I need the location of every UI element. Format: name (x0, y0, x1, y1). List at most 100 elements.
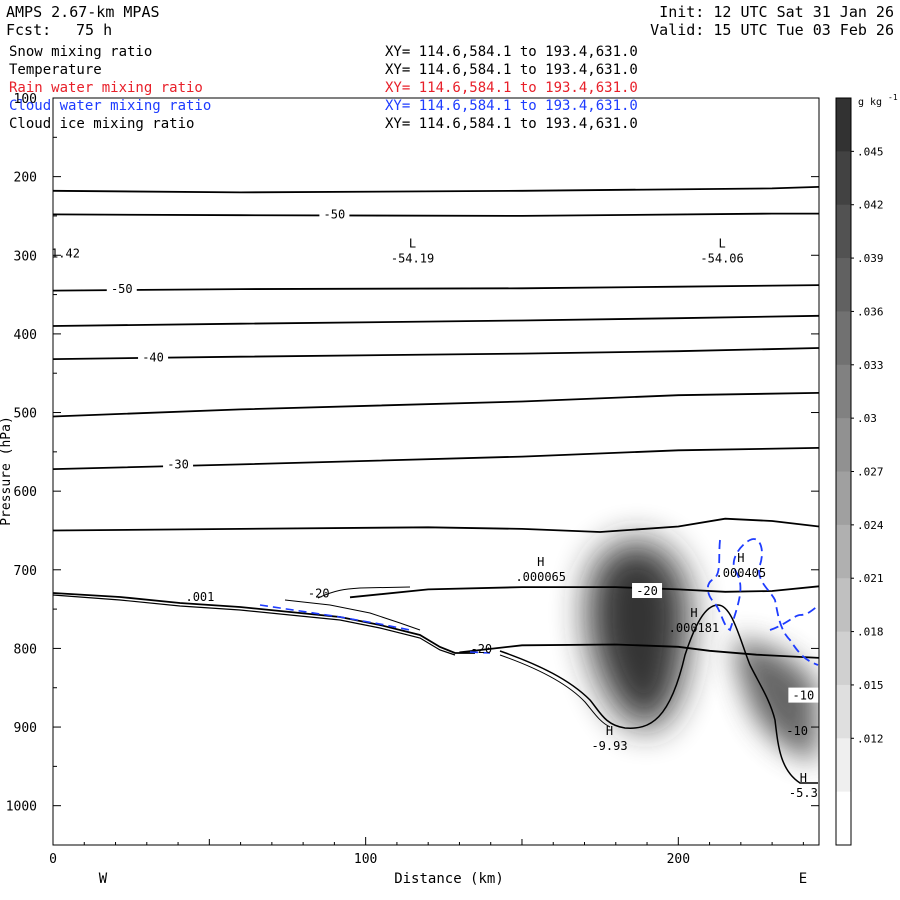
colorbar-tick-label-10: .015 (857, 679, 884, 692)
contour-label-bg (632, 583, 663, 599)
contour-label-2: -50 (111, 282, 133, 296)
extremum-type-3: H (737, 551, 744, 565)
inline-label-3: .001 (185, 590, 214, 604)
colorbar-tick-label-5: .03 (857, 412, 877, 425)
colorbar-tick-label-3: .036 (857, 305, 884, 318)
forecast-hours: 75 h (76, 21, 113, 39)
y-axis-label: Pressure (hPa) (0, 416, 14, 526)
x-axis-label: Distance (km) (394, 871, 504, 887)
x-axis: 0 100 200 (49, 837, 804, 867)
field-name-temperature: Temperature (9, 62, 102, 78)
colorbar-tick-label-0: .045 (857, 145, 884, 158)
terrain-ridge-inner (499, 654, 611, 728)
minus-20-branch (317, 586, 411, 599)
model-title: AMPS 2.67-km MPAS (6, 3, 160, 21)
extremum-type-5: H (606, 724, 613, 738)
valid-time: Valid: 15 UTC Tue 03 Feb 26 (650, 21, 894, 39)
colorbar-bin-8 (836, 524, 851, 579)
field-xy-snow: XY= 114.6,584.1 to 193.4,631.0 (385, 44, 638, 60)
contour-label-bg (138, 349, 169, 365)
y-tick-label-100: 100 (14, 92, 37, 107)
inline-label-0: -20 (308, 586, 330, 600)
extremum-type-4: H (690, 606, 697, 620)
temperature-contours: -50 -50 -40 -30 -20 -10 (53, 186, 819, 703)
colorbar-bin-12 (836, 738, 851, 793)
colorbar-bin-0 (836, 98, 851, 152)
y-tick-label-300: 300 (14, 249, 37, 264)
field-xy-rain: XY= 114.6,584.1 to 193.4,631.0 (385, 80, 638, 96)
extremum-type-6: H (800, 771, 807, 785)
colorbar-bin-3 (836, 258, 851, 312)
plot-frame (52, 97, 820, 846)
temperature-contour-1 (53, 212, 819, 217)
extremum-type-2: H (537, 555, 544, 569)
temperature-contour-8 (349, 585, 819, 599)
extremum-type-0: L (409, 236, 416, 250)
colorbar-units-exponent: -1 (888, 93, 898, 102)
colorbar-tick-label-1: .042 (857, 199, 884, 212)
temperature-contour-3 (53, 314, 819, 327)
extremum-value-0: -54.19 (391, 251, 434, 265)
field-name-snow: Snow mixing ratio (9, 44, 153, 60)
init-time: Init: 12 UTC Sat 31 Jan 26 (659, 3, 894, 21)
cloud-water-contours (259, 538, 819, 666)
temperature-contour-0 (53, 186, 819, 194)
colorbar-bin-11 (836, 684, 851, 739)
field-xy-cloud-water: XY= 114.6,584.1 to 193.4,631.0 (385, 98, 638, 114)
colorbar-units: g kg (858, 97, 882, 108)
colorbar-tick-label-9: .018 (857, 626, 884, 639)
direction-west: W (99, 871, 108, 887)
contour-label-6: -30 (167, 457, 189, 471)
direction-east: E (799, 871, 807, 887)
inline-label-1: -20 (470, 642, 492, 656)
contour-label-bg (319, 206, 350, 222)
temperature-contour-4 (53, 347, 819, 360)
colorbar-bin-1 (836, 151, 851, 206)
temperature-contour-7 (53, 517, 819, 533)
cloud-water-segment (469, 651, 491, 654)
contour-label-4: -40 (142, 350, 164, 364)
y-tick-label-400: 400 (14, 328, 37, 343)
field-xy-cloud-ice: XY= 114.6,584.1 to 193.4,631.0 (385, 116, 638, 132)
colorbar-bin-10 (836, 631, 851, 686)
colorbar-tick-label-8: .021 (857, 572, 884, 585)
colorbar-bin-4 (836, 311, 851, 366)
y-tick-label-600: 600 (14, 485, 37, 500)
y-tick-label-200: 200 (14, 171, 37, 186)
extremum-value-6: -5.3 (789, 786, 818, 800)
forecast-label: Fcst: (6, 21, 52, 39)
inline-label-2: -10 (786, 724, 808, 738)
field-name-cloud-ice: Cloud ice mixing ratio (9, 116, 195, 132)
colorbar-bin-7 (836, 471, 851, 526)
cloud-water-surface (259, 604, 411, 631)
terrain-line-upper (53, 592, 475, 654)
field-name-cloud-water: Cloud water mixing ratio (9, 98, 212, 114)
inline-label-4: 1.42 (51, 247, 80, 261)
extremum-value-2: .000065 (515, 570, 566, 584)
extremum-value-5: -9.93 (591, 739, 627, 753)
temperature-contour-2 (53, 284, 819, 292)
y-axis: 100 200 300 400 500 600 700 800 900 1000 (6, 92, 819, 846)
extremum-value-4: .000181 (669, 621, 720, 635)
snow-core-east (735, 640, 818, 760)
extremum-value-1: -54.06 (700, 251, 743, 265)
colorbar-bin-5 (836, 364, 851, 419)
y-tick-label-700: 700 (14, 564, 37, 579)
terrain-contours (53, 586, 818, 784)
colorbar-bin-2 (836, 204, 851, 259)
colorbar-tick-label-2: .039 (857, 252, 884, 265)
colorbar-bin-9 (836, 578, 851, 633)
contour-label-8: -20 (636, 584, 658, 598)
cloud-water-east (769, 605, 819, 631)
colorbar-bin-6 (836, 418, 851, 472)
colorbar-tick-label-11: .012 (857, 732, 884, 745)
contour-label-bg (106, 281, 137, 297)
contour-label-1: -50 (324, 207, 346, 221)
temperature-contour-5 (53, 392, 819, 418)
colorbar-tick-label-4: .033 (857, 359, 884, 372)
contour-label-bg (788, 687, 819, 703)
annotations: -20-20-10.0011.42L-54.19L-54.06H.000065H… (51, 236, 818, 800)
extremum-type-1: L (718, 236, 725, 250)
colorbar-bin-13 (836, 791, 851, 846)
